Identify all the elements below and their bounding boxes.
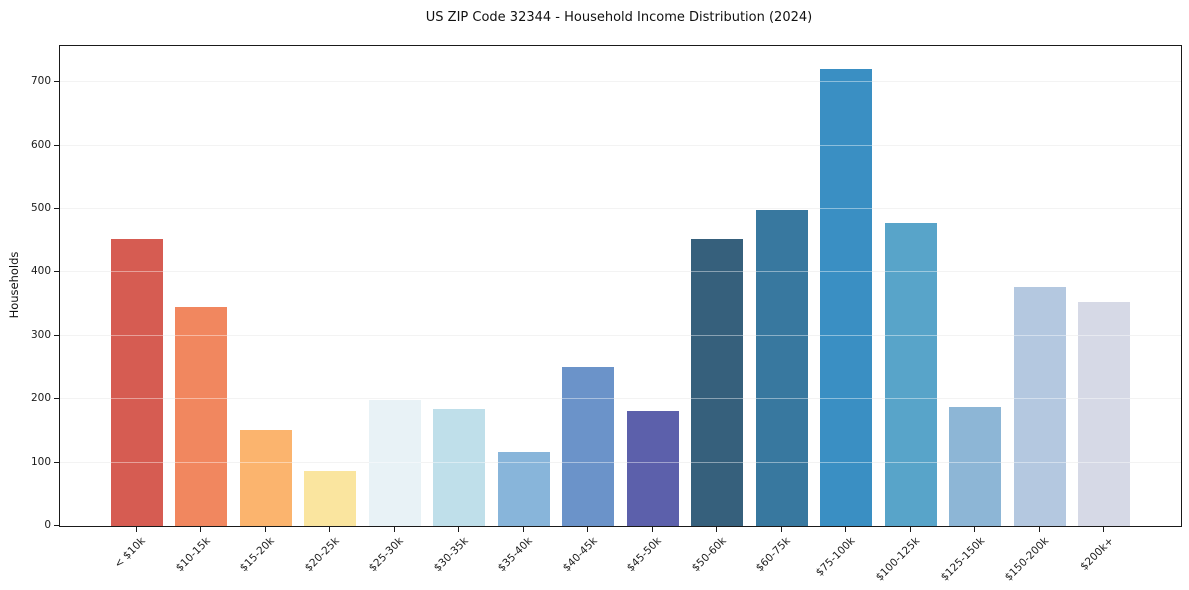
x-tick-mark-1: [200, 527, 202, 532]
y-tick-mark-500: [54, 207, 59, 209]
x-tick-mark-9: [716, 527, 718, 532]
x-tick-label-6: $35-40k: [496, 535, 536, 575]
plot-area: [59, 45, 1182, 527]
bar-15-20k: [239, 430, 292, 526]
x-tick-mark-6: [522, 527, 524, 532]
y-tick-mark-100: [54, 461, 59, 463]
y-tick-mark-200: [54, 398, 59, 400]
y-tick-label-100: 100: [30, 455, 51, 468]
gridline-overlay-200: [60, 398, 1181, 400]
gridline-100: [60, 461, 1181, 463]
x-tick-label-8: $45-50k: [625, 535, 665, 575]
bar-10-15k: [175, 307, 228, 526]
x-tick-mark-12: [909, 527, 911, 532]
y-axis-label: Households: [7, 251, 21, 319]
y-tick-mark-700: [54, 81, 59, 83]
x-tick-label-13: $125-150k: [938, 535, 987, 584]
gridline-500: [60, 207, 1181, 209]
chart-title: US ZIP Code 32344 - Household Income Dis…: [425, 10, 813, 25]
x-tick-label-2: $15-20k: [238, 535, 278, 575]
bar-45-50k: [626, 411, 679, 526]
bar-40-45k: [562, 366, 615, 526]
y-tick-label-700: 700: [30, 75, 51, 88]
bar-25-30k: [368, 399, 421, 526]
x-tick-mark-5: [458, 527, 460, 532]
gridline-overlay-600: [60, 144, 1181, 146]
x-tick-label-15: $200k+: [1077, 535, 1116, 573]
y-tick-mark-600: [54, 144, 59, 146]
x-tick-mark-3: [329, 527, 331, 532]
x-tick-label-7: $40-45k: [560, 535, 600, 575]
y-tick-label-400: 400: [30, 265, 51, 278]
bar-35-40k: [497, 452, 550, 526]
gridline-overlay-100: [60, 461, 1181, 463]
bar-150-200k: [1013, 286, 1066, 526]
bar-30-35k: [433, 408, 486, 526]
bar-125-150k: [949, 407, 1002, 526]
x-tick-label-4: $25-30k: [367, 535, 407, 575]
x-tick-mark-10: [780, 527, 782, 532]
x-tick-label-14: $150-200k: [1002, 535, 1052, 584]
bar-100-125k: [884, 222, 937, 526]
y-tick-mark-300: [54, 334, 59, 336]
y-tick-label-200: 200: [30, 392, 51, 405]
x-tick-mark-4: [393, 527, 395, 532]
gridline-overlay-300: [60, 334, 1181, 336]
bar-60-75k: [755, 210, 808, 526]
x-tick-mark-0: [135, 527, 137, 532]
gridline-overlay-400: [60, 271, 1181, 273]
gridline-700: [60, 81, 1181, 83]
bar-75-100k: [820, 68, 873, 526]
gridline-400: [60, 271, 1181, 273]
y-tick-label-600: 600: [30, 138, 51, 151]
x-tick-label-10: $60-75k: [754, 535, 794, 575]
bar-10k: [110, 239, 163, 526]
x-tick-mark-15: [1103, 527, 1105, 532]
bar-20-25k: [304, 471, 357, 526]
x-tick-label-5: $30-35k: [431, 535, 471, 575]
y-tick-label-300: 300: [30, 328, 51, 341]
y-tick-mark-0: [54, 525, 59, 526]
y-tick-label-0: 0: [44, 519, 51, 531]
gridline-200: [60, 398, 1181, 400]
x-tick-mark-8: [651, 527, 653, 532]
gridline-600: [60, 144, 1181, 146]
x-tick-mark-2: [264, 527, 266, 532]
bar-50-60k: [691, 239, 744, 526]
y-tick-mark-400: [54, 271, 59, 273]
x-tick-mark-11: [845, 527, 847, 532]
gridline-overlay-500: [60, 207, 1181, 209]
gridline-300: [60, 334, 1181, 336]
bar-200k+: [1078, 302, 1131, 526]
x-tick-label-12: $100-125k: [873, 535, 923, 584]
x-tick-label-0: < $10k: [112, 535, 149, 571]
x-tick-label-3: $20-25k: [302, 535, 342, 575]
x-tick-label-11: $75-100k: [813, 535, 858, 579]
x-tick-mark-14: [1038, 527, 1040, 532]
x-tick-label-9: $50-60k: [689, 535, 729, 575]
x-tick-label-1: $10-15k: [173, 535, 213, 575]
x-tick-mark-13: [974, 527, 976, 532]
x-tick-mark-7: [587, 527, 589, 532]
gridline-overlay-700: [60, 81, 1181, 83]
y-tick-label-500: 500: [30, 201, 51, 214]
